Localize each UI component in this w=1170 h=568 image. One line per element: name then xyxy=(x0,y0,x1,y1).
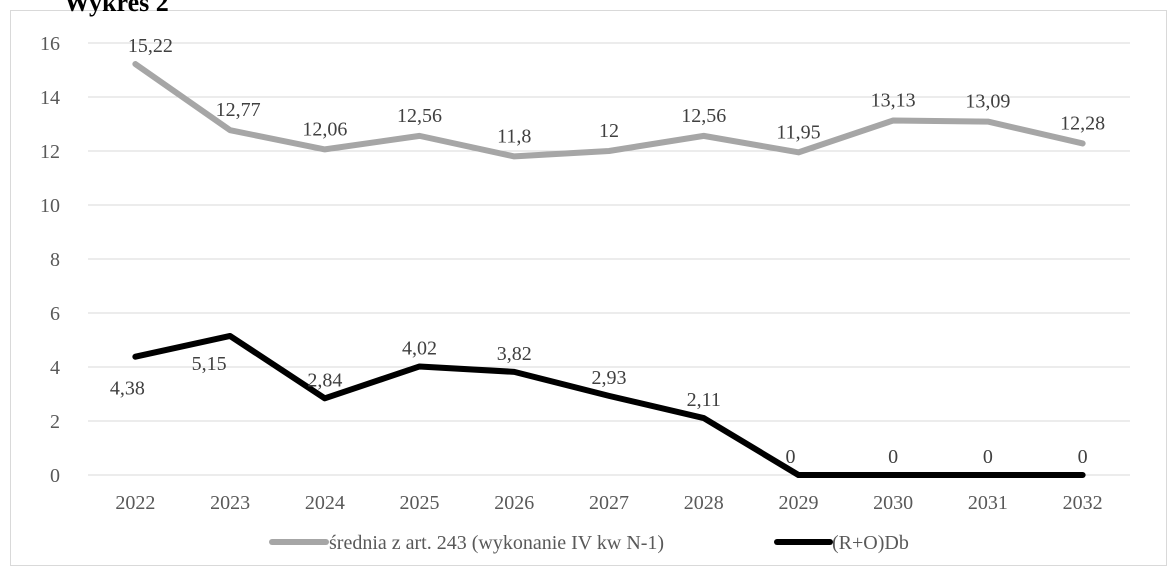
data-label: 11,95 xyxy=(776,121,820,143)
data-label: 3,82 xyxy=(497,343,532,365)
data-label: 0 xyxy=(888,446,898,468)
x-tick-label: 2023 xyxy=(210,492,250,514)
data-label: 0 xyxy=(1078,446,1088,468)
data-label: 12,77 xyxy=(216,99,261,121)
data-label: 4,02 xyxy=(402,337,437,359)
y-tick-label: 6 xyxy=(50,303,60,325)
data-label: 15,22 xyxy=(128,35,173,57)
data-label: 13,13 xyxy=(871,89,916,111)
y-tick-label: 10 xyxy=(40,195,60,217)
chart-title: Wykres 2 xyxy=(64,0,169,17)
y-tick-label: 16 xyxy=(40,33,60,55)
series-line-srednia xyxy=(132,61,1086,160)
y-tick-label: 14 xyxy=(40,87,60,109)
y-tick-label: 8 xyxy=(50,249,60,271)
x-tick-label: 2025 xyxy=(400,492,440,514)
data-label: 12,28 xyxy=(1060,112,1105,134)
data-label: 2,11 xyxy=(687,389,721,411)
data-label: 2,93 xyxy=(592,367,627,389)
x-tick-label: 2024 xyxy=(305,492,345,514)
data-label: 13,09 xyxy=(965,91,1010,113)
x-tick-label: 2031 xyxy=(968,492,1008,514)
data-label: 12,06 xyxy=(302,118,347,140)
x-tick-label: 2032 xyxy=(1063,492,1103,514)
data-label: 12,56 xyxy=(681,105,726,127)
x-tick-label: 2026 xyxy=(494,492,534,514)
x-tick-label: 2028 xyxy=(684,492,724,514)
y-tick-label: 2 xyxy=(50,411,60,433)
data-label: 0 xyxy=(785,446,795,468)
data-label: 12 xyxy=(599,120,619,142)
y-tick-label: 12 xyxy=(40,141,60,163)
x-tick-label: 2030 xyxy=(873,492,913,514)
data-label: 2,84 xyxy=(307,369,342,391)
x-tick-label: 2029 xyxy=(778,492,818,514)
data-label: 4,38 xyxy=(110,378,145,400)
data-label: 12,56 xyxy=(397,105,442,127)
y-tick-label: 4 xyxy=(50,357,60,379)
legend-label: (R+O)Db xyxy=(832,532,909,554)
x-tick-label: 2027 xyxy=(589,492,629,514)
y-tick-label: 0 xyxy=(50,465,60,487)
x-tick-label: 2022 xyxy=(115,492,155,514)
data-label: 11,8 xyxy=(497,125,531,147)
legend-label: średnia z art. 243 (wykonanie IV kw N-1) xyxy=(329,532,664,554)
series-line-rodb xyxy=(132,332,1086,478)
data-label: 5,15 xyxy=(192,353,227,375)
data-label: 0 xyxy=(983,446,993,468)
